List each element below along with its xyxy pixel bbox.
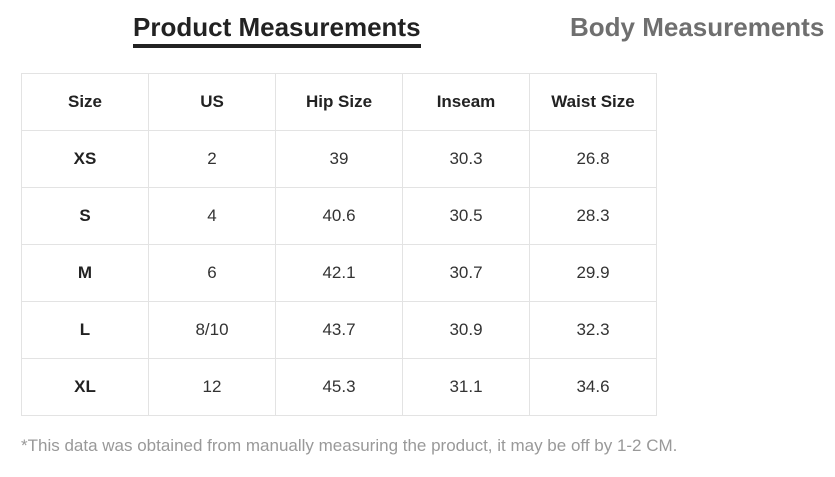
cell: 26.8 [529,130,657,188]
cell: 2 [148,130,276,188]
cell: 40.6 [275,187,403,245]
header-row: Size US Hip Size Inseam Waist Size [21,73,657,131]
cell: 4 [148,187,276,245]
header-cell: Waist Size [529,73,657,131]
cell: 6 [148,244,276,302]
cell: 30.7 [402,244,530,302]
table-row: S 4 40.6 30.5 28.3 [21,187,657,245]
cell: 43.7 [275,301,403,359]
cell: 32.3 [529,301,657,359]
cell: 12 [148,358,276,416]
cell: 29.9 [529,244,657,302]
cell: 30.3 [402,130,530,188]
cell: 42.1 [275,244,403,302]
cell: 30.5 [402,187,530,245]
cell: 39 [275,130,403,188]
header-cell: Inseam [402,73,530,131]
tab[interactable]: Body Measurements [570,12,825,42]
table-row: M 6 42.1 30.7 29.9 [21,244,657,302]
cell: 45.3 [275,358,403,416]
header-cell: Hip Size [275,73,403,131]
size-cell: M [21,244,149,302]
cell: 31.1 [402,358,530,416]
cell: 30.9 [402,301,530,359]
header-cell: US [148,73,276,131]
footnote: *This data was obtained from manually me… [21,436,678,455]
cell: 34.6 [529,358,657,416]
table-body: XS 2 39 30.3 26.8 S 4 40.6 30.5 28.3 M 6 42.1 30.7 29.… [21,130,657,416]
table-row: L 8/10 43.7 30.9 32.3 [21,301,657,359]
size-cell: S [21,187,149,245]
size-cell: L [21,301,149,359]
size-table: Size US Hip Size Inseam Waist Size XS 2 39 30.3 2… [21,73,657,416]
header-cell: Size [21,73,149,131]
size-cell: XL [21,358,149,416]
size-cell: XS [21,130,149,188]
cell: 28.3 [529,187,657,245]
table-row: XL 12 45.3 31.1 34.6 [21,358,657,416]
tab-active[interactable]: Product Measurements [133,12,421,48]
table-row: XS 2 39 30.3 26.8 [21,130,657,188]
cell: 8/10 [148,301,276,359]
